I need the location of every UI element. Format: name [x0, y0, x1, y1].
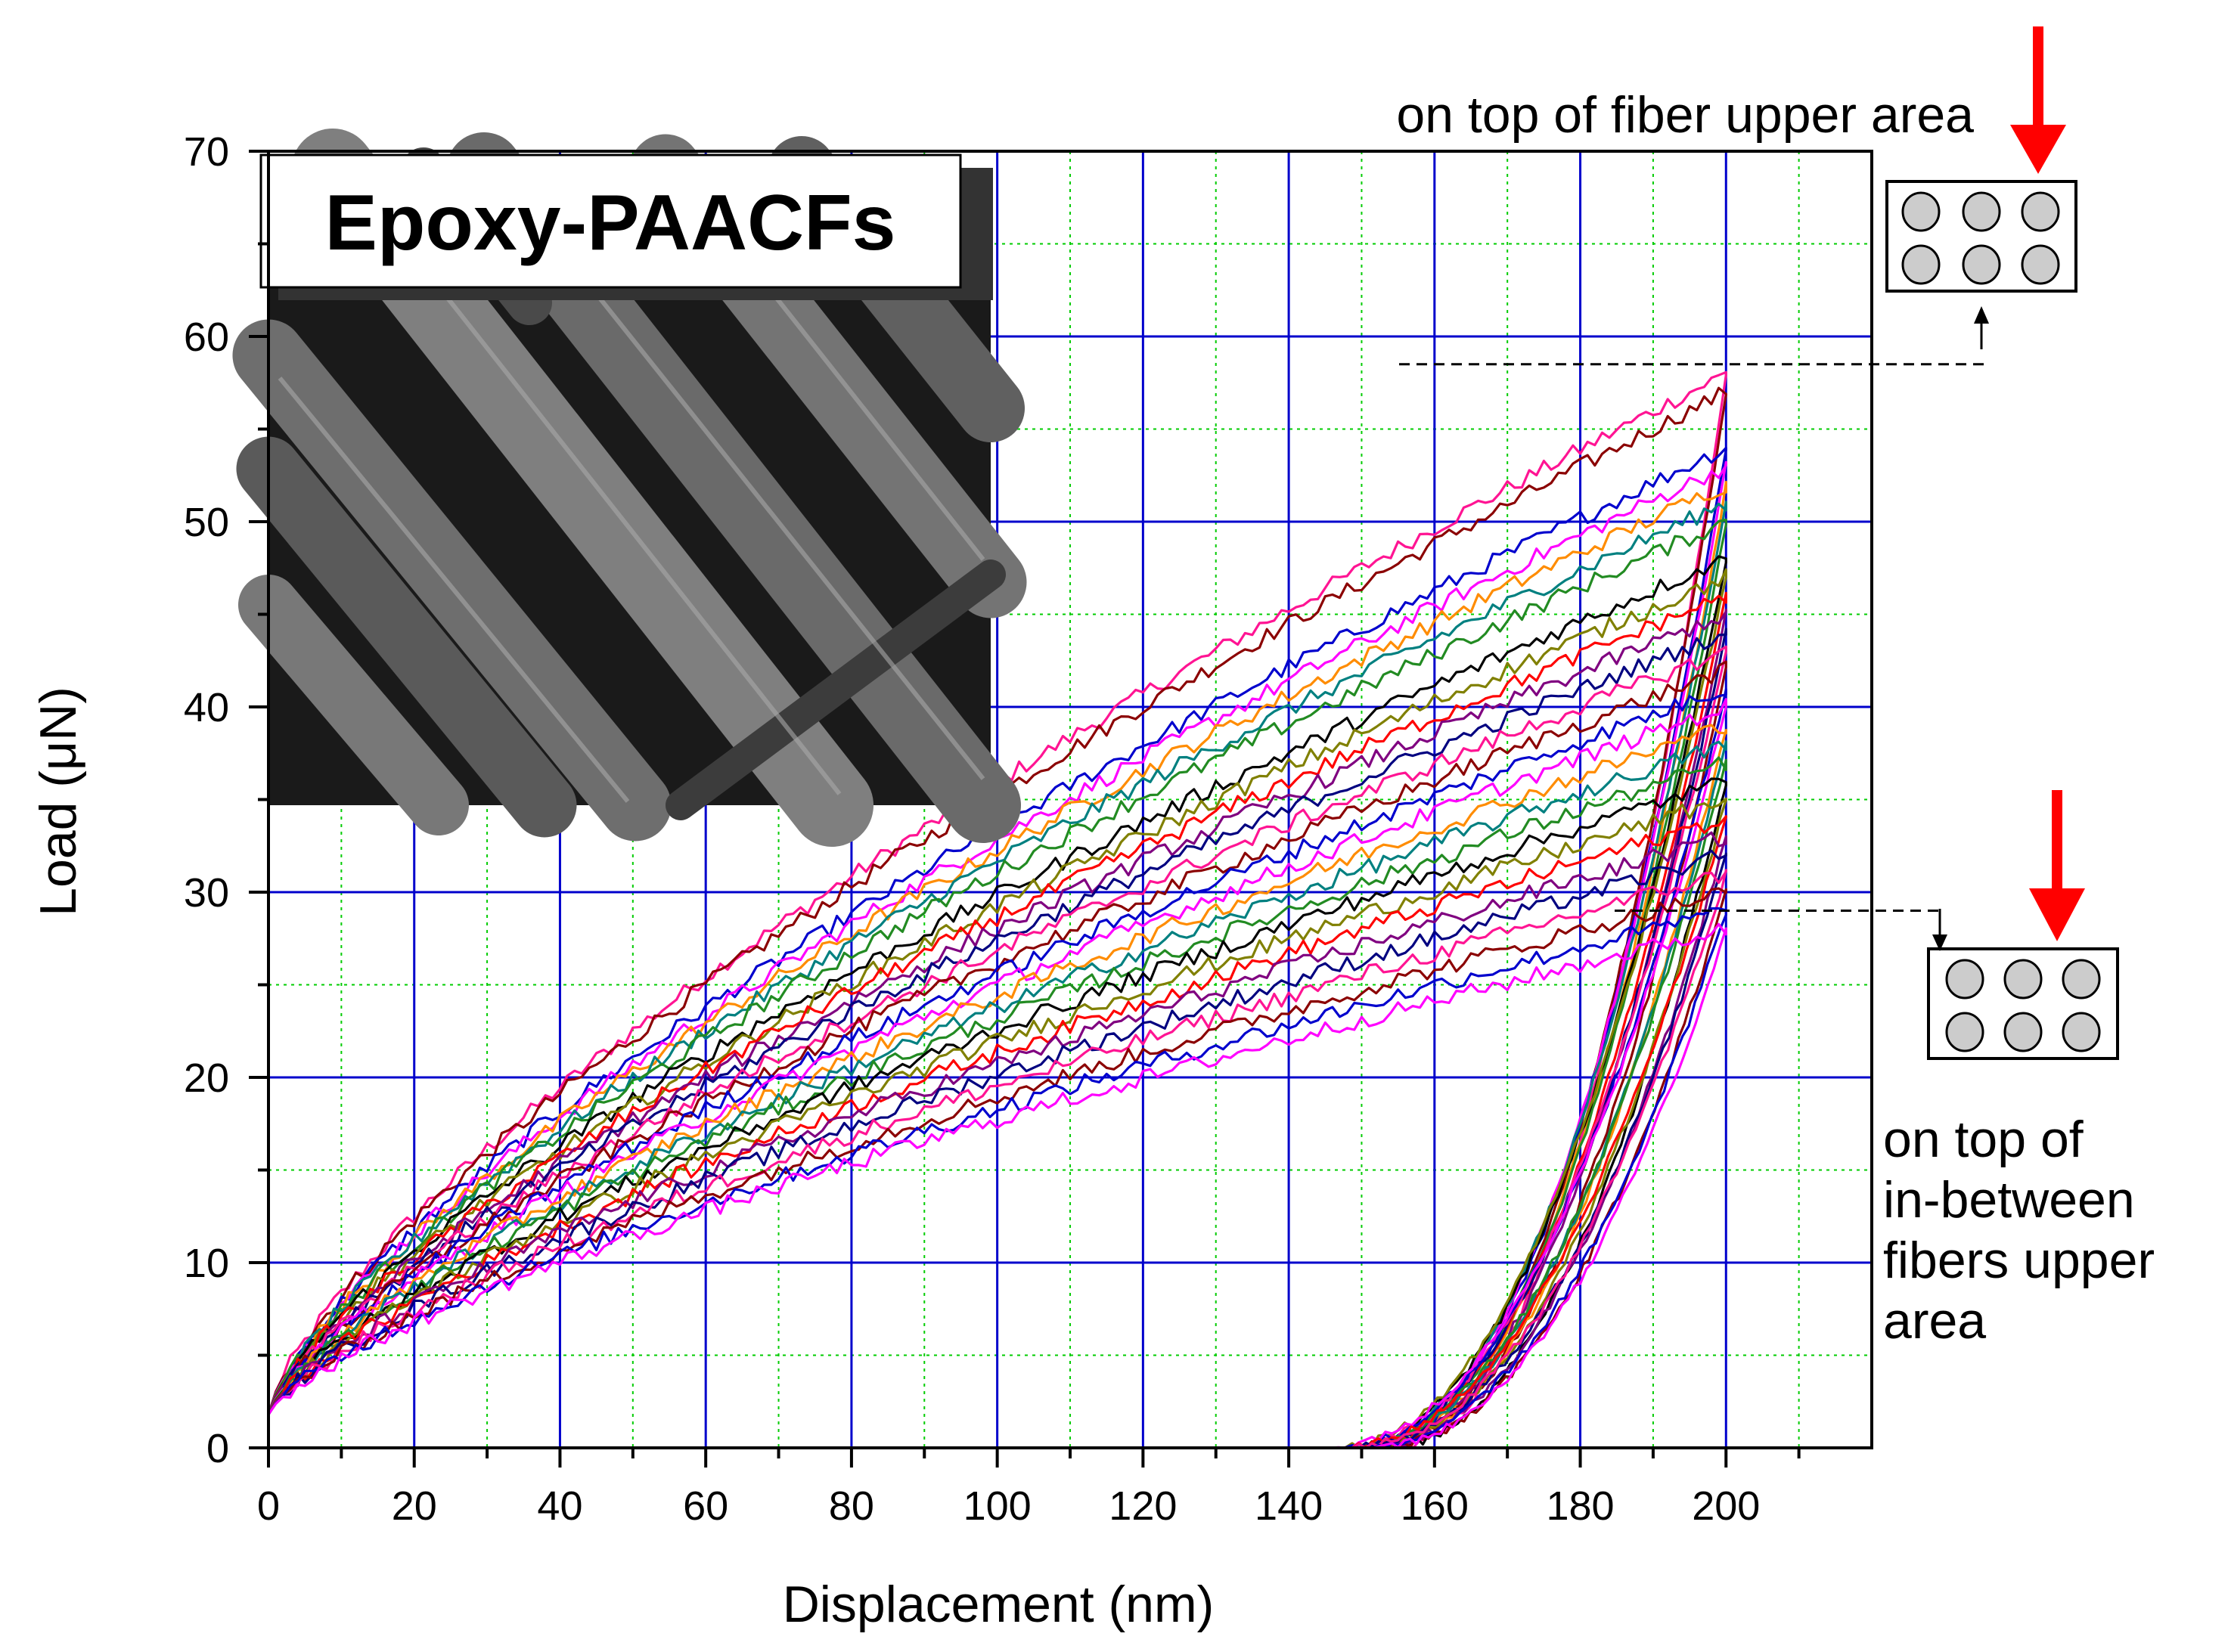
y-tick-label: 20 — [184, 1055, 229, 1101]
series-line-curve-2 — [268, 386, 1727, 1448]
series-line-curve-7 — [268, 518, 1727, 1448]
y-tick-label: 40 — [184, 685, 229, 730]
series-line-curve-22 — [268, 815, 1727, 1448]
bottom-fiber-diagram — [1927, 947, 2119, 1060]
series-line-curve-21 — [268, 797, 1727, 1448]
series-line-curve-4 — [268, 460, 1727, 1448]
x-tick-label: 20 — [392, 1483, 437, 1529]
series-line-curve-15 — [268, 688, 1727, 1448]
x-tick-label: 200 — [1692, 1483, 1760, 1529]
x-tick-labels: 0 20 40 60 80 100 120 140 160 180 200 — [257, 1483, 1760, 1529]
y-axis-title: Load (μN) — [29, 687, 87, 916]
series-line-curve-19 — [268, 756, 1727, 1448]
x-tick-label: 180 — [1546, 1483, 1614, 1529]
x-tick-label: 100 — [963, 1483, 1032, 1529]
bottom-annotation-line-2: in-between — [1883, 1171, 2135, 1229]
bottom-annotation-line-4: area — [1883, 1292, 1986, 1350]
y-tick-label: 0 — [206, 1426, 229, 1471]
inset-title: Epoxy-PAACFs — [324, 179, 895, 267]
x-tick-label: 140 — [1255, 1483, 1323, 1529]
x-tick-label: 60 — [683, 1483, 728, 1529]
axes — [249, 150, 1873, 1468]
y-tick-label: 70 — [184, 129, 229, 175]
y-tick-label: 60 — [184, 315, 229, 360]
x-tick-label: 0 — [257, 1483, 280, 1529]
y-tick-label: 30 — [184, 870, 229, 916]
x-tick-label: 120 — [1109, 1483, 1177, 1529]
top-fiber-diagram — [1885, 180, 2077, 293]
series-line-curve-27 — [268, 907, 1727, 1448]
top-red-arrow-icon — [2010, 26, 2066, 174]
top-annotation-label: on top of fiber upper area — [1396, 86, 1974, 144]
bottom-annotation-line-3: fibers upper — [1883, 1232, 2155, 1289]
series-line-curve-24 — [268, 849, 1727, 1448]
x-axis-title: Displacement (nm) — [783, 1576, 1215, 1633]
bottom-indicator-arrow-icon — [1932, 909, 1947, 951]
y-tick-labels: 0 10 20 30 40 50 60 70 — [184, 129, 229, 1471]
inset-title-box — [259, 153, 962, 289]
bottom-red-arrow-icon — [2029, 790, 2085, 941]
bottom-annotation-label: on top of in-between fibers upper area — [1883, 1111, 2169, 1350]
curve-series-layer — [268, 370, 1727, 1448]
bottom-annotation-line-1: on top of — [1883, 1111, 2084, 1168]
y-tick-label: 10 — [184, 1241, 229, 1286]
series-line-curve-6 — [268, 501, 1727, 1448]
x-tick-label: 160 — [1401, 1483, 1469, 1529]
y-tick-label: 50 — [184, 500, 229, 545]
x-tick-label: 80 — [829, 1483, 874, 1529]
series-line-curve-13 — [268, 645, 1727, 1448]
x-tick-label: 40 — [537, 1483, 582, 1529]
top-indicator-arrow-icon — [1974, 306, 1989, 349]
series-line-curve-28 — [268, 922, 1727, 1448]
series-line-curve-10 — [268, 591, 1727, 1448]
series-line-curve-18 — [268, 740, 1727, 1448]
